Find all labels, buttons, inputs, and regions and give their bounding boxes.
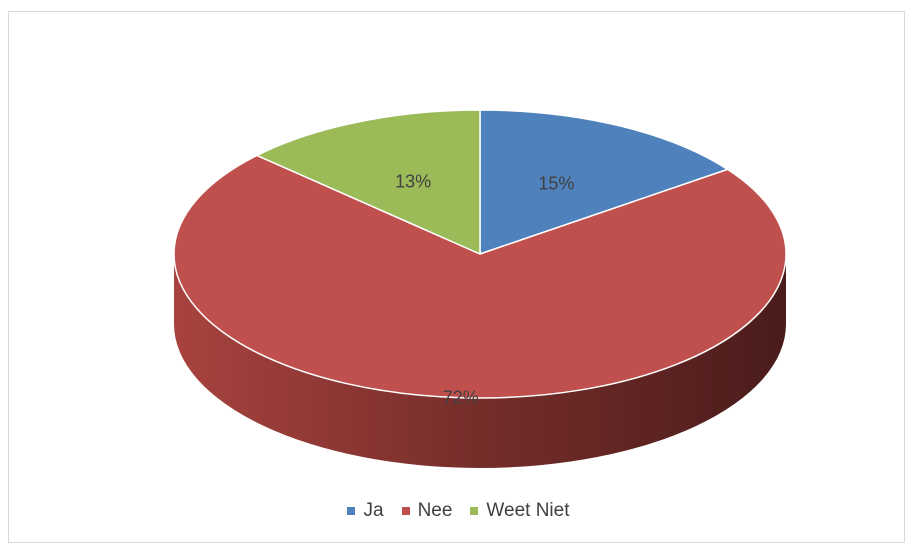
legend-label-nee: Nee — [417, 500, 453, 521]
legend-item-weet-niet: Weet Niet — [470, 500, 570, 522]
legend-label-ja: Ja — [363, 500, 384, 521]
legend-item-ja: Ja — [347, 500, 384, 522]
data-label-ja: 15% — [538, 173, 574, 193]
pie-side-layer — [174, 254, 786, 468]
data-label-weet-niet: 13% — [395, 171, 431, 191]
pie-slice-ja — [479, 109, 729, 255]
legend-item-nee: Nee — [401, 500, 453, 522]
legend: Ja Nee Weet Niet — [0, 500, 917, 522]
legend-label-weet-niet: Weet Niet — [486, 500, 570, 521]
pie-side-nee — [174, 254, 786, 468]
pie-top-layer — [173, 109, 787, 399]
pie-slice-nee — [173, 154, 787, 399]
data-label-nee: 72% — [443, 388, 479, 408]
legend-swatch-ja — [347, 507, 356, 515]
legend-swatch-weet-niet — [470, 507, 479, 515]
legend-swatch-nee — [401, 507, 410, 515]
pie-label-layer: 15% 72% 13% — [395, 171, 574, 407]
pie-slice-weet-niet — [256, 109, 481, 255]
